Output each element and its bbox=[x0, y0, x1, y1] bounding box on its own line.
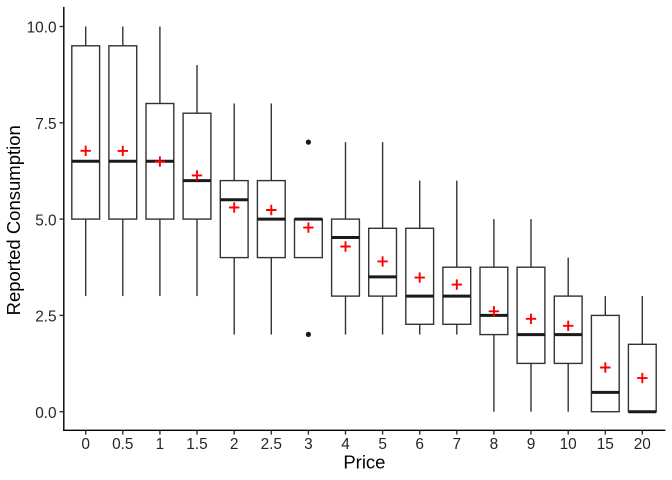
svg-text:10: 10 bbox=[560, 436, 577, 453]
svg-text:5: 5 bbox=[378, 436, 387, 453]
svg-text:9: 9 bbox=[527, 436, 536, 453]
svg-text:0.0: 0.0 bbox=[35, 405, 56, 422]
svg-text:20: 20 bbox=[634, 436, 651, 453]
svg-text:2.5: 2.5 bbox=[35, 309, 56, 326]
svg-text:7.5: 7.5 bbox=[35, 116, 56, 133]
svg-text:Reported Consumption: Reported Consumption bbox=[3, 125, 24, 315]
svg-text:7: 7 bbox=[453, 436, 462, 453]
svg-text:5.0: 5.0 bbox=[35, 212, 56, 229]
svg-text:0: 0 bbox=[81, 436, 90, 453]
svg-text:2: 2 bbox=[230, 436, 239, 453]
svg-text:3: 3 bbox=[304, 436, 313, 453]
svg-text:10.0: 10.0 bbox=[27, 20, 57, 37]
svg-text:0.5: 0.5 bbox=[112, 436, 133, 453]
svg-text:1.5: 1.5 bbox=[186, 436, 207, 453]
svg-text:15: 15 bbox=[597, 436, 614, 453]
svg-text:1: 1 bbox=[156, 436, 165, 453]
svg-text:2.5: 2.5 bbox=[261, 436, 282, 453]
svg-text:Price: Price bbox=[343, 452, 385, 473]
svg-text:4: 4 bbox=[341, 436, 350, 453]
svg-text:6: 6 bbox=[415, 436, 424, 453]
svg-text:8: 8 bbox=[490, 436, 499, 453]
